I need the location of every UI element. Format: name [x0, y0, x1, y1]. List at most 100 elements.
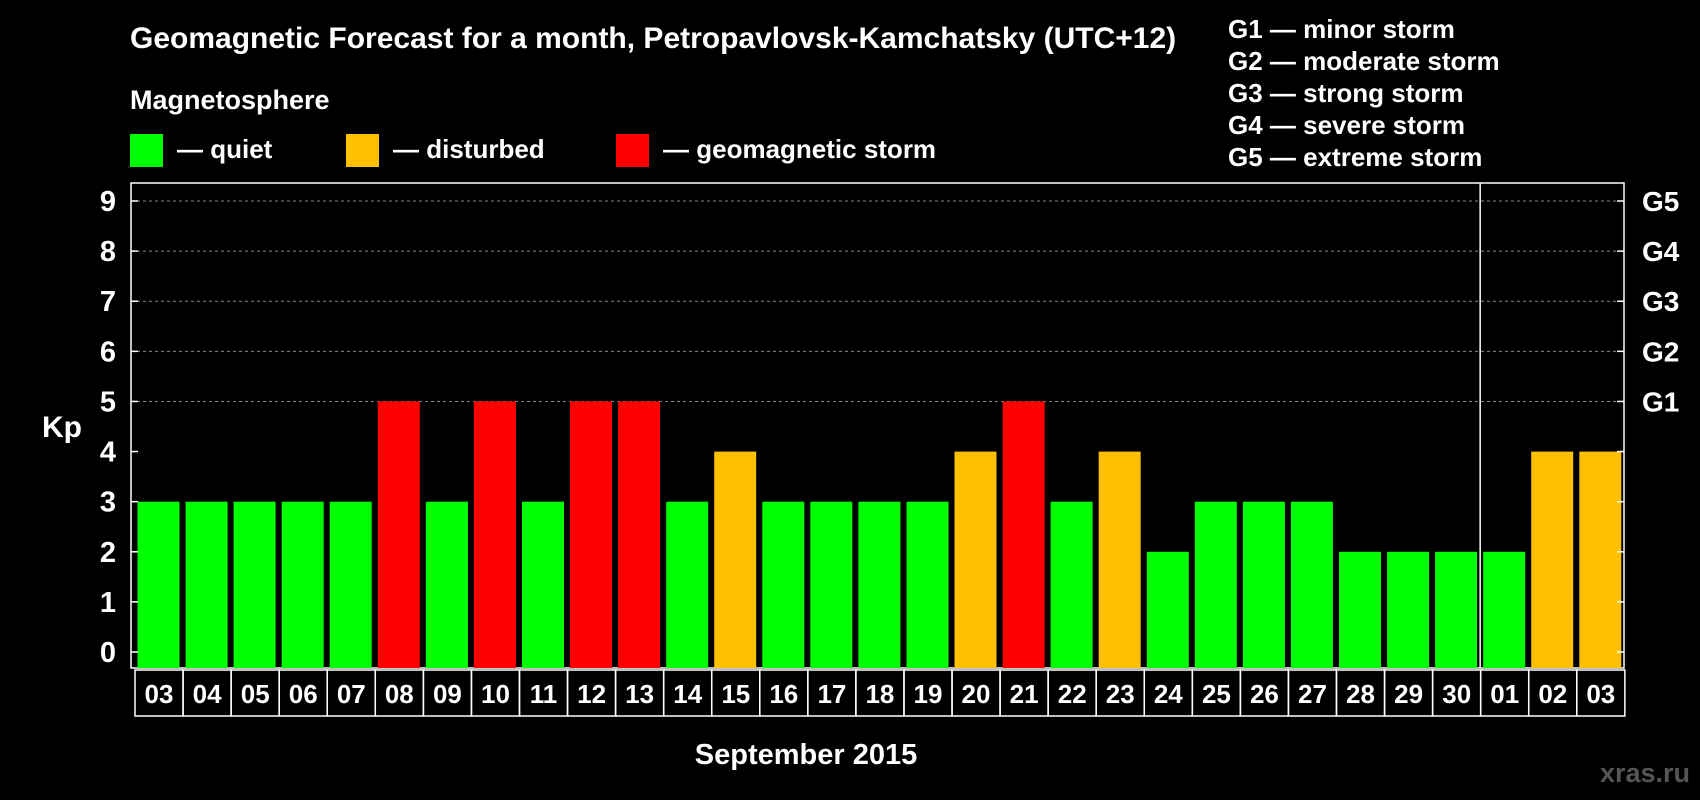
bar-25 — [1194, 501, 1237, 668]
x-tick-label: 25 — [1202, 679, 1231, 709]
legend-label: — quiet — [177, 134, 273, 164]
bar-21 — [1002, 401, 1045, 668]
bar-08 — [377, 401, 420, 668]
bar-17 — [810, 501, 853, 668]
right-axis-label-g1: G1 — [1642, 386, 1679, 417]
x-tick-label: 17 — [817, 679, 846, 709]
y-tick-label: 0 — [100, 637, 116, 669]
bar-09 — [425, 501, 468, 668]
x-tick-label: 24 — [1154, 679, 1183, 709]
legend: — quiet — disturbed — geomagnetic storm — [130, 134, 936, 167]
y-axis-label: Kp — [42, 411, 82, 444]
x-tick-label: 26 — [1250, 679, 1279, 709]
x-tick-label: 07 — [337, 679, 366, 709]
x-tick-label: 09 — [433, 679, 462, 709]
bar-03 — [137, 501, 180, 668]
y-tick-label: 3 — [100, 487, 116, 519]
x-tick-label: 19 — [914, 679, 943, 709]
x-tick-label: 03 — [145, 679, 174, 709]
y-tick-label: 1 — [100, 587, 116, 619]
bar-05 — [233, 501, 276, 668]
bar-28 — [1339, 551, 1381, 668]
bar-27 — [1290, 501, 1333, 668]
legend-label: — disturbed — [393, 134, 545, 164]
x-tick-label: 10 — [481, 679, 510, 709]
y-tick-label: 2 — [100, 537, 116, 569]
legend-label: — geomagnetic storm — [663, 134, 936, 164]
x-tick-label: 23 — [1106, 679, 1135, 709]
x-tick-label: 01 — [1490, 679, 1519, 709]
bar-19 — [906, 501, 949, 668]
x-tick-box — [1576, 669, 1626, 717]
watermark: xras.ru — [1600, 758, 1690, 788]
legend-swatch — [616, 134, 649, 167]
bar-24 — [1146, 551, 1189, 668]
bar-11 — [522, 501, 564, 668]
x-tick-label: 12 — [577, 679, 606, 709]
y-tick-label: 6 — [100, 336, 116, 368]
x-tick-label: 16 — [769, 679, 798, 709]
right-axis-label-g2: G2 — [1642, 336, 1679, 367]
legend-swatch — [346, 134, 379, 167]
x-tick-label: 02 — [1538, 679, 1567, 709]
x-tick-label: 29 — [1394, 679, 1423, 709]
bars — [137, 401, 1622, 668]
right-axis-labels: G1 G2 G3 G4 G5 — [1642, 186, 1680, 417]
x-tick-label: 05 — [241, 679, 270, 709]
y-tick-label: 8 — [100, 236, 116, 268]
bar-16 — [762, 501, 805, 668]
x-axis-ticks: 03 04 05 06 07 08 09 10 11 12 13 14 15 16 17 18 19 20 21 22… — [134, 669, 1626, 717]
bar-01 — [1483, 551, 1526, 668]
bar-22 — [1050, 501, 1093, 668]
storm-scale-item: G4 — severe storm — [1228, 110, 1465, 140]
x-tick-label: 21 — [1010, 679, 1039, 709]
x-tick-label: 28 — [1346, 679, 1375, 709]
bar-07 — [329, 501, 372, 668]
y-axis-ticks: 0 1 2 3 4 5 6 7 8 9 — [100, 186, 1624, 669]
x-tick-label: 22 — [1058, 679, 1087, 709]
x-tick-label: 13 — [625, 679, 654, 709]
bar-12 — [570, 401, 612, 668]
bar-13 — [618, 401, 661, 668]
x-tick-label: 18 — [865, 679, 894, 709]
x-tick-label: 03 — [1586, 679, 1615, 709]
bar-18 — [858, 501, 901, 668]
y-tick-label: 7 — [100, 286, 116, 318]
bar-15 — [714, 451, 757, 668]
bar-14 — [666, 501, 709, 668]
x-tick-label: 04 — [193, 679, 222, 709]
bar-20 — [954, 451, 997, 668]
x-tick-label: 15 — [721, 679, 750, 709]
chart-title: Geomagnetic Forecast for a month, Petrop… — [130, 22, 1176, 55]
bar-29 — [1387, 551, 1430, 668]
bar-06 — [281, 501, 324, 668]
y-tick-label: 5 — [100, 386, 116, 418]
storm-scale-item: G3 — strong storm — [1228, 78, 1463, 108]
bar-23 — [1098, 451, 1141, 668]
x-tick-label: 27 — [1298, 679, 1327, 709]
x-tick-label: 11 — [530, 679, 558, 709]
storm-scale-item: G2 — moderate storm — [1228, 46, 1500, 76]
y-tick-label: 4 — [100, 437, 116, 469]
bar-10 — [473, 401, 516, 668]
x-tick-label: 06 — [289, 679, 318, 709]
x-tick-label: 20 — [962, 679, 991, 709]
x-tick-label: 14 — [673, 679, 702, 709]
legend-swatch — [130, 134, 163, 167]
right-axis-label-g4: G4 — [1642, 236, 1680, 267]
chart-subtitle: Magnetosphere — [130, 85, 330, 115]
bar-04 — [185, 501, 228, 668]
y-tick-label: 9 — [100, 186, 116, 218]
storm-scale-item: G1 — minor storm — [1228, 14, 1455, 44]
right-axis-label-g5: G5 — [1642, 186, 1679, 217]
x-tick-label: 08 — [385, 679, 414, 709]
bar-02 — [1531, 451, 1574, 668]
bar-26 — [1242, 501, 1285, 668]
x-tick-label: 30 — [1442, 679, 1471, 709]
storm-scale-item: G5 — extreme storm — [1228, 142, 1482, 172]
right-axis-label-g3: G3 — [1642, 286, 1679, 317]
bar-03 — [1579, 451, 1622, 668]
bar-30 — [1435, 551, 1478, 668]
